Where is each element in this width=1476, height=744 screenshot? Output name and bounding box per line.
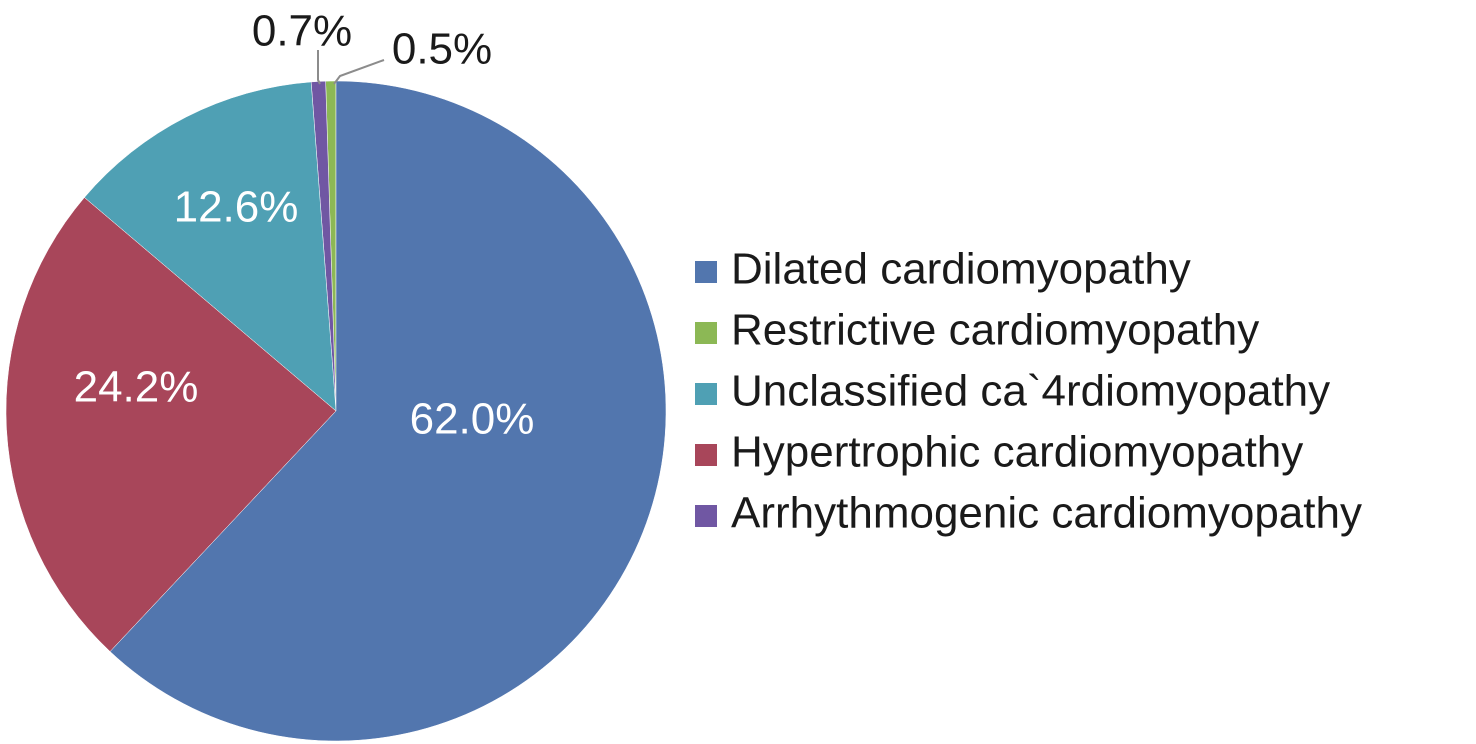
leader-lines: [317, 50, 385, 85]
legend-item-arrhythmogenic-cardiomyopathy: Arrhythmogenic cardiomyopathy: [695, 489, 1362, 538]
pie-slice-unclassified-ca-4rdiomyopathy: [84, 81, 337, 412]
legend-item-dilated-cardiomyopathy: Dilated cardiomyopathy: [695, 245, 1191, 294]
legend-item-unclassified-ca-4rdiomyopathy: Unclassified ca`4rdiomyopathy: [695, 367, 1330, 416]
legend-label-unclassified-ca-4rdiomyopathy: Unclassified ca`4rdiomyopathy: [731, 367, 1330, 416]
leader-line-restrictive-cardiomyopathy: [333, 59, 385, 85]
legend-swatch-dilated-cardiomyopathy: [695, 261, 717, 283]
legend: Dilated cardiomyopathy Restrictive cardio…: [695, 245, 1362, 538]
legend-swatch-restrictive-cardiomyopathy: [695, 322, 717, 344]
data-label-arrhythmogenic-cardiomyopathy: 0.7%: [252, 7, 352, 56]
legend-swatch-hypertrophic-cardiomyopathy: [695, 444, 717, 466]
legend-label-hypertrophic-cardiomyopathy: Hypertrophic cardiomyopathy: [731, 428, 1303, 477]
legend-item-hypertrophic-cardiomyopathy: Hypertrophic cardiomyopathy: [695, 428, 1303, 477]
legend-label-dilated-cardiomyopathy: Dilated cardiomyopathy: [731, 245, 1191, 294]
pie-slice-hypertrophic-cardiomyopathy: [5, 197, 337, 652]
data-label-dilated-cardiomyopathy: 62.0%: [410, 395, 535, 444]
legend-label-arrhythmogenic-cardiomyopathy: Arrhythmogenic cardiomyopathy: [731, 489, 1362, 538]
data-label-restrictive-cardiomyopathy: 0.5%: [392, 25, 492, 74]
legend-swatch-arrhythmogenic-cardiomyopathy: [695, 505, 717, 527]
leader-line-arrhythmogenic-cardiomyopathy: [317, 50, 321, 85]
legend-swatch-unclassified-ca-4rdiomyopathy: [695, 383, 717, 405]
data-label-unclassified-ca-4rdiomyopathy: 12.6%: [174, 183, 299, 232]
data-label-hypertrophic-cardiomyopathy: 24.2%: [74, 363, 199, 412]
legend-item-restrictive-cardiomyopathy: Restrictive cardiomyopathy: [695, 306, 1259, 355]
pie-slices: [5, 80, 667, 742]
pie-slice-dilated-cardiomyopathy: [109, 80, 667, 742]
legend-label-restrictive-cardiomyopathy: Restrictive cardiomyopathy: [731, 306, 1259, 355]
slice-labels: 62.0% 0.5% 12.6% 24.2% 0.7%: [74, 7, 535, 444]
